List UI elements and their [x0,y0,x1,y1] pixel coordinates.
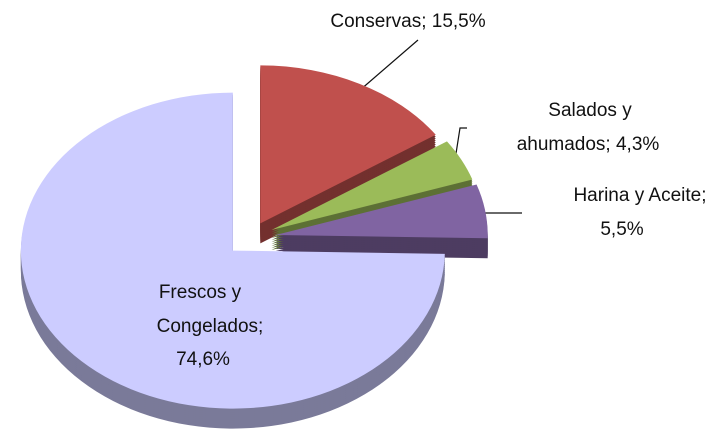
data-label: ahumados; 4,3% [517,134,660,155]
data-label: Frescos y [159,282,242,303]
data-label: 74,6% [176,349,230,370]
slice [20,92,445,409]
leader-line [454,127,467,161]
data-label: Conservas; 15,5% [330,11,485,32]
slice [275,184,488,239]
slice [271,141,473,230]
data-label: Congelados; [157,316,264,337]
slice [260,65,436,224]
data-label: Salados y [548,100,632,121]
data-label: Harina y Aceite; [573,185,706,206]
data-label: 5,5% [600,219,643,240]
pie [20,65,488,429]
